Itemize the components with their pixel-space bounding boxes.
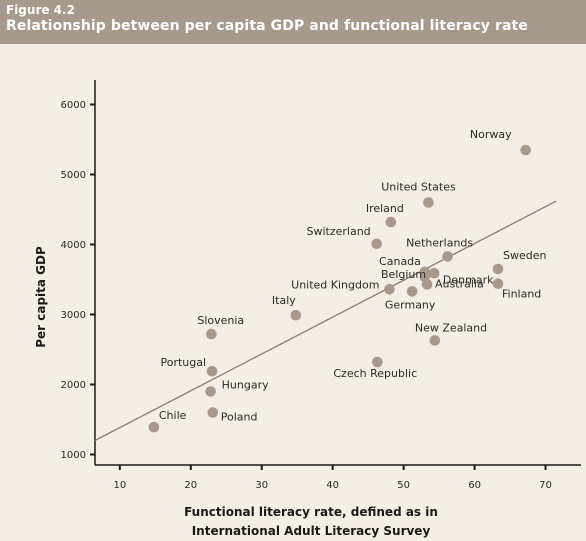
point-label: Portugal <box>161 356 207 369</box>
point-poland <box>207 407 219 418</box>
point-label: Ireland <box>366 202 404 215</box>
y-axis-title: Per capita GDP <box>34 246 48 348</box>
y-tick-label: 2000 <box>61 380 86 391</box>
y-tick-label: 1000 <box>61 450 86 461</box>
trendline-group <box>94 200 557 442</box>
point-belgium <box>428 267 440 279</box>
x-tick-label: 70 <box>539 480 552 491</box>
axes: 1000 2000 3000 4000 5000 6000 10 20 30 40 50 60 70 <box>61 80 581 491</box>
point-label: Belgium <box>381 268 426 281</box>
point-united-kingdom <box>384 284 395 295</box>
x-tick-label: 50 <box>397 480 410 491</box>
point-label: Poland <box>221 411 258 424</box>
point-slovenia <box>206 328 217 340</box>
figure-title: Relationship between per capita GDP and … <box>6 18 528 34</box>
y-tick-label: 4000 <box>61 240 86 251</box>
trendline <box>94 200 557 442</box>
point-label: Chile <box>159 409 187 422</box>
point-czech-republic <box>372 356 383 368</box>
point-label: Slovenia <box>197 314 244 327</box>
x-axis-title-line-1: Functional literacy rate, defined as in <box>184 505 438 519</box>
x-axis-title-line-2: International Adult Literacy Survey <box>192 524 431 538</box>
point-label: Netherlands <box>406 236 473 249</box>
point-sweden <box>492 263 504 275</box>
point-label: Switzerland <box>306 225 370 238</box>
point-label: Australia <box>435 277 484 290</box>
point-chile <box>148 421 160 433</box>
point-new-zealand <box>429 335 441 346</box>
point-netherlands <box>442 251 453 262</box>
point-labels-group: Norway United States Ireland Switzerland Net… <box>159 128 547 424</box>
x-tick-label: 40 <box>326 480 339 491</box>
point-label: Hungary <box>222 379 269 392</box>
point-norway <box>520 144 531 156</box>
point-italy <box>290 309 302 321</box>
point-label: Italy <box>272 294 296 307</box>
figure-label: Figure 4.2 <box>6 3 75 17</box>
y-tick-label: 6000 <box>61 100 86 111</box>
point-hungary <box>205 386 216 397</box>
point-australia <box>421 279 433 290</box>
point-label: United Kingdom <box>291 278 379 291</box>
point-label: Czech Republic <box>333 367 417 380</box>
point-switzerland <box>371 238 382 250</box>
point-germany <box>406 286 418 297</box>
point-label: Sweden <box>503 249 546 262</box>
point-label: Finland <box>502 288 541 301</box>
figure-header: Figure 4.2 Relationship between per capi… <box>0 0 586 44</box>
point-label: Denmark <box>443 274 494 287</box>
point-label: Canada <box>379 255 421 268</box>
x-tick-label: 30 <box>255 480 268 491</box>
x-tick-label: 60 <box>468 480 481 491</box>
y-tick-label: 5000 <box>61 170 86 181</box>
point-united-states <box>423 197 434 208</box>
point-label: New Zealand <box>415 321 487 334</box>
point-finland <box>492 278 504 290</box>
x-tick-label: 20 <box>184 480 197 491</box>
x-tick-label: 10 <box>113 480 126 491</box>
point-label: Norway <box>470 128 512 141</box>
point-portugal <box>206 365 218 377</box>
y-tick-label: 3000 <box>61 310 86 321</box>
points-group <box>148 144 531 433</box>
point-ireland <box>385 216 397 228</box>
point-label: United States <box>381 181 456 194</box>
point-label: Germany <box>385 298 436 311</box>
